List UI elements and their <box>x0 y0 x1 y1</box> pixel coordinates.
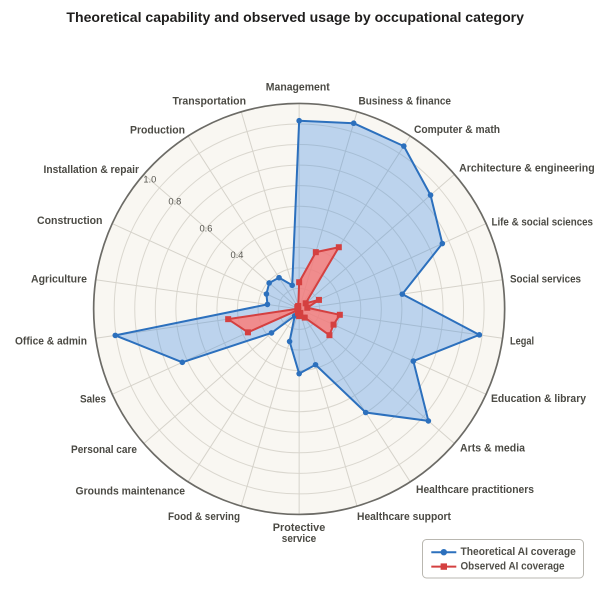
svg-text:Healthcare practitioners: Healthcare practitioners <box>416 484 534 496</box>
svg-text:Management: Management <box>266 81 330 93</box>
svg-text:Arts & media: Arts & media <box>460 442 526 454</box>
svg-text:Theoretical AI coverage: Theoretical AI coverage <box>461 546 576 558</box>
svg-text:Transportation: Transportation <box>173 95 247 107</box>
svg-text:Education & library: Education & library <box>491 393 587 405</box>
svg-text:Computer & math: Computer & math <box>414 124 500 136</box>
svg-text:1.0: 1.0 <box>143 175 156 185</box>
svg-text:Construction: Construction <box>37 215 103 227</box>
svg-text:Agriculture: Agriculture <box>31 273 87 285</box>
svg-text:0.6: 0.6 <box>200 223 213 233</box>
svg-text:service: service <box>282 533 317 545</box>
svg-text:Protective: Protective <box>273 522 326 534</box>
svg-text:Personal care: Personal care <box>71 444 137 456</box>
svg-text:0.8: 0.8 <box>168 196 181 206</box>
svg-text:Social services: Social services <box>510 273 581 285</box>
svg-text:Legal: Legal <box>510 335 534 347</box>
svg-text:Theoretical capability and obs: Theoretical capability and observed usag… <box>66 9 524 25</box>
svg-text:Architecture & engineering: Architecture & engineering <box>459 162 595 174</box>
svg-text:Production: Production <box>130 124 185 136</box>
svg-text:Office & admin: Office & admin <box>15 335 87 347</box>
svg-text:Sales: Sales <box>80 393 106 405</box>
svg-text:0.4: 0.4 <box>231 250 244 260</box>
svg-text:Life & social sciences: Life & social sciences <box>492 216 594 228</box>
svg-text:Business & finance: Business & finance <box>359 95 452 107</box>
svg-text:Grounds maintenance: Grounds maintenance <box>76 485 186 497</box>
svg-text:Food & serving: Food & serving <box>168 511 240 523</box>
svg-text:Installation & repair: Installation & repair <box>44 164 140 176</box>
svg-text:Healthcare support: Healthcare support <box>357 511 451 523</box>
svg-text:Observed AI coverage: Observed AI coverage <box>461 561 565 573</box>
